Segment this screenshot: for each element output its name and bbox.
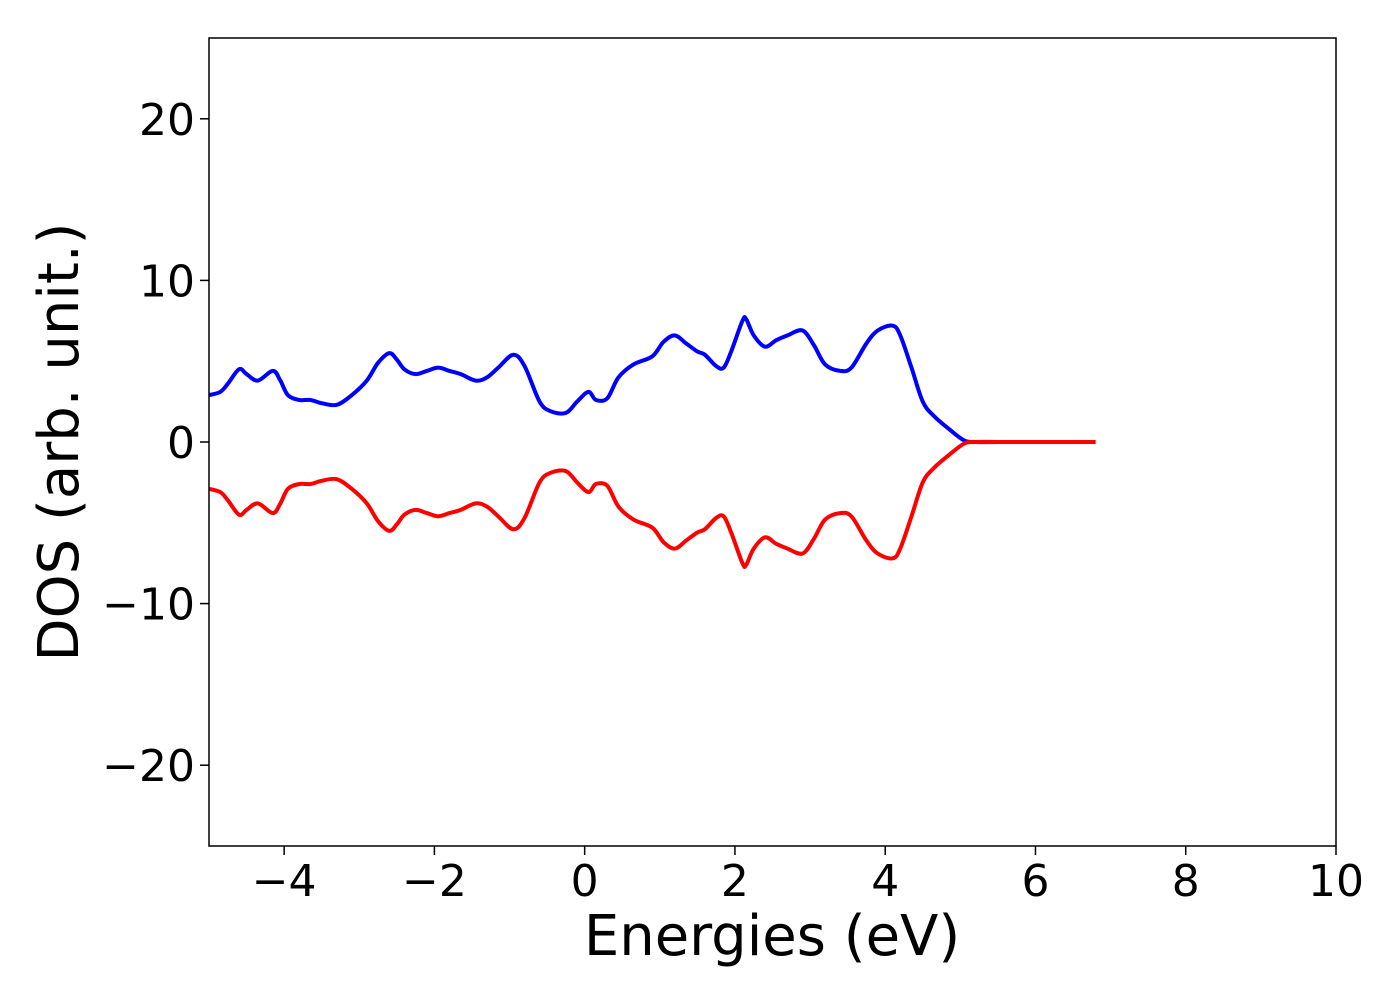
- x-axis: −4 −2 0 2 4 6 8 10: [252, 846, 1364, 907]
- x-tick-label: 8: [1172, 856, 1200, 907]
- y-tick-label: 0: [167, 418, 195, 469]
- y-axis: 20 10 0 −10 −20: [102, 95, 209, 792]
- x-tick-label: 10: [1308, 856, 1364, 907]
- series-line-1: [209, 315, 1096, 445]
- y-tick-label: −20: [102, 741, 195, 792]
- x-tick-label: 0: [571, 856, 599, 907]
- x-tick-label: −4: [252, 856, 317, 907]
- x-tick-label: 6: [1021, 856, 1049, 907]
- y-tick-label: 20: [139, 95, 195, 146]
- x-tick-label: −2: [402, 856, 467, 907]
- series-layer: [209, 315, 1096, 569]
- series-line-2: [209, 439, 1096, 569]
- y-tick-label: −10: [102, 580, 195, 631]
- x-tick-label: 4: [871, 856, 899, 907]
- x-tick-label: 2: [721, 856, 749, 907]
- x-axis-label: Energies (eV): [584, 904, 960, 969]
- y-tick-label: 10: [139, 256, 195, 307]
- y-axis-label: DOS (arb. unit.): [27, 222, 92, 661]
